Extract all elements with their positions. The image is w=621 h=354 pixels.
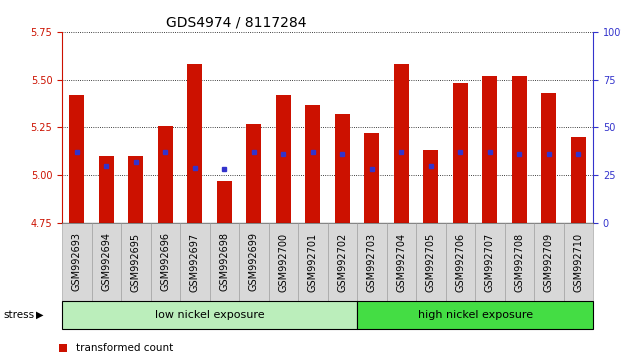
Text: GSM992693: GSM992693: [72, 233, 82, 291]
Text: GSM992701: GSM992701: [308, 232, 318, 292]
Bar: [512, 76, 527, 223]
Text: GSM992703: GSM992703: [367, 232, 377, 292]
Text: GSM992710: GSM992710: [573, 232, 583, 292]
Text: GSM992696: GSM992696: [160, 233, 170, 291]
Bar: [394, 64, 409, 223]
Text: GSM992700: GSM992700: [278, 232, 288, 292]
Legend: transformed count, percentile rank within the sample: transformed count, percentile rank withi…: [55, 339, 256, 354]
Text: GSM992698: GSM992698: [219, 233, 229, 291]
Bar: [542, 93, 556, 223]
Text: GSM992708: GSM992708: [514, 232, 524, 292]
Bar: [217, 181, 232, 223]
Text: GSM992705: GSM992705: [426, 232, 436, 292]
Text: ▶: ▶: [36, 310, 43, 320]
Text: GSM992707: GSM992707: [485, 232, 495, 292]
Bar: [247, 124, 261, 223]
Text: GDS4974 / 8117284: GDS4974 / 8117284: [166, 16, 306, 30]
Text: low nickel exposure: low nickel exposure: [155, 310, 265, 320]
Bar: [306, 104, 320, 223]
Bar: [335, 114, 350, 223]
Bar: [424, 150, 438, 223]
Bar: [571, 137, 586, 223]
Text: GSM992697: GSM992697: [190, 232, 200, 292]
Bar: [365, 133, 379, 223]
Bar: [99, 156, 114, 223]
Text: high nickel exposure: high nickel exposure: [417, 310, 533, 320]
Bar: [129, 156, 143, 223]
Text: GSM992695: GSM992695: [131, 232, 141, 292]
Bar: [276, 95, 291, 223]
Text: GSM992709: GSM992709: [544, 232, 554, 292]
Text: GSM992699: GSM992699: [249, 233, 259, 291]
Text: GSM992694: GSM992694: [101, 233, 111, 291]
Text: stress: stress: [3, 310, 34, 320]
Bar: [483, 76, 497, 223]
Bar: [188, 64, 202, 223]
Bar: [70, 95, 84, 223]
Bar: [453, 84, 468, 223]
Bar: [158, 126, 173, 223]
Text: GSM992702: GSM992702: [337, 232, 347, 292]
Text: GSM992706: GSM992706: [455, 232, 465, 292]
Text: GSM992704: GSM992704: [396, 232, 406, 292]
